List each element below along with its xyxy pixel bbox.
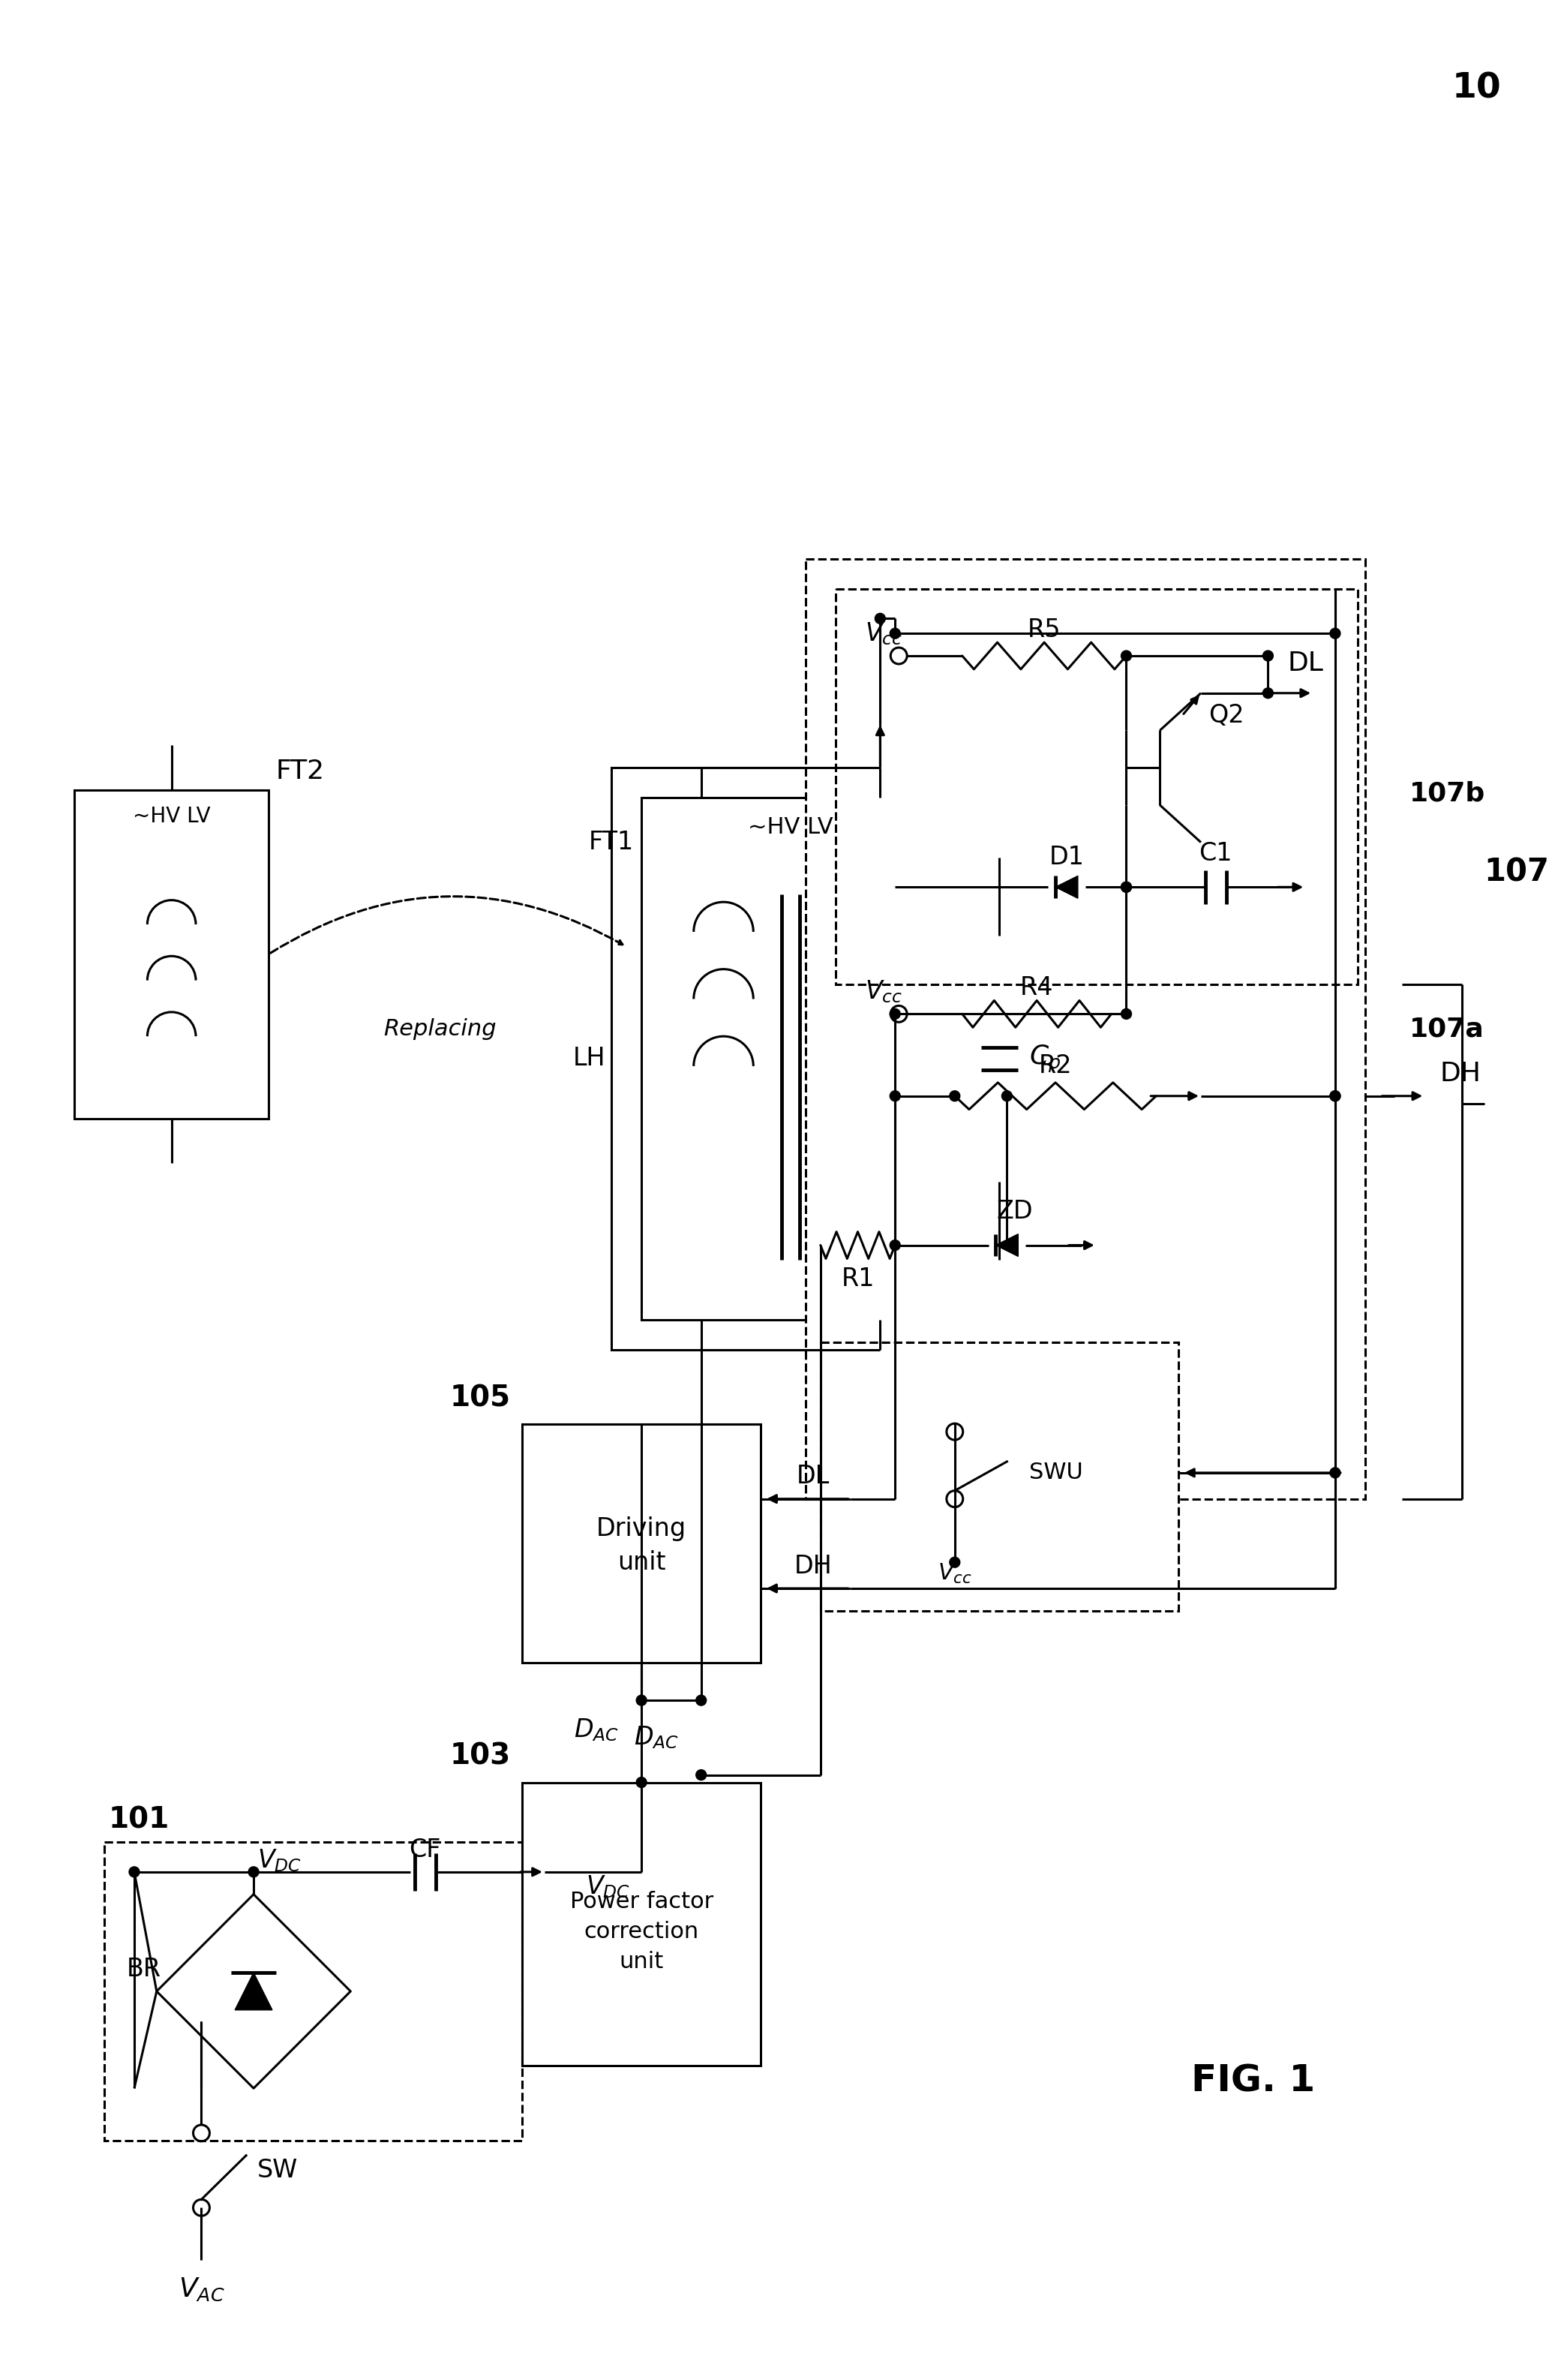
Circle shape bbox=[890, 1090, 901, 1102]
Circle shape bbox=[1121, 883, 1132, 892]
Bar bbox=[75, 790, 268, 1119]
Circle shape bbox=[874, 614, 885, 624]
Text: R5: R5 bbox=[1027, 616, 1061, 643]
Text: SW: SW bbox=[258, 2159, 298, 2182]
Circle shape bbox=[890, 628, 901, 638]
Bar bbox=[612, 769, 969, 1349]
Bar bbox=[521, 1423, 760, 1664]
Circle shape bbox=[696, 1695, 707, 1706]
Circle shape bbox=[890, 1240, 901, 1250]
Text: 105: 105 bbox=[450, 1383, 510, 1411]
Text: DL: DL bbox=[1288, 650, 1324, 676]
Text: $V_{AC}$: $V_{AC}$ bbox=[178, 2278, 225, 2304]
Text: Driving: Driving bbox=[596, 1516, 687, 1542]
Text: unit: unit bbox=[617, 1549, 665, 1576]
Circle shape bbox=[130, 1866, 139, 1878]
Text: $V_{cc}$: $V_{cc}$ bbox=[865, 621, 902, 647]
Text: 103: 103 bbox=[450, 1742, 510, 1771]
Text: 10: 10 bbox=[1452, 71, 1502, 105]
Circle shape bbox=[1002, 1090, 1012, 1102]
Text: 107b: 107b bbox=[1410, 781, 1486, 807]
Text: C1: C1 bbox=[1199, 840, 1233, 866]
Text: ~HV LV: ~HV LV bbox=[133, 807, 211, 826]
Circle shape bbox=[637, 1695, 646, 1706]
Text: SWU: SWU bbox=[1029, 1461, 1083, 1483]
Polygon shape bbox=[1055, 876, 1077, 897]
Text: 107: 107 bbox=[1485, 857, 1550, 888]
Text: Q2: Q2 bbox=[1208, 702, 1244, 728]
Text: FT2: FT2 bbox=[276, 759, 325, 783]
Text: $D_{AC}$: $D_{AC}$ bbox=[574, 1716, 620, 1742]
Text: $C_p$: $C_p$ bbox=[1029, 1042, 1061, 1073]
Text: $V_{cc}$: $V_{cc}$ bbox=[865, 978, 902, 1004]
Bar bbox=[105, 1842, 521, 2140]
Text: DL: DL bbox=[796, 1464, 829, 1490]
Bar bbox=[642, 797, 940, 1321]
Text: $V_{DC}$: $V_{DC}$ bbox=[258, 1847, 301, 1873]
Circle shape bbox=[1121, 650, 1132, 662]
Text: R2: R2 bbox=[1038, 1054, 1072, 1078]
Circle shape bbox=[890, 1009, 901, 1019]
Text: $D_{AC}$: $D_{AC}$ bbox=[634, 1725, 679, 1752]
Text: ~HV LV: ~HV LV bbox=[748, 816, 834, 838]
Circle shape bbox=[1121, 1009, 1132, 1019]
Bar bbox=[805, 559, 1364, 1499]
Text: D1: D1 bbox=[1049, 845, 1085, 869]
Text: ZD: ZD bbox=[996, 1200, 1033, 1223]
Circle shape bbox=[1330, 628, 1341, 638]
Bar bbox=[821, 1342, 1179, 1611]
Circle shape bbox=[696, 1771, 707, 1780]
Circle shape bbox=[1121, 883, 1132, 892]
Circle shape bbox=[949, 1090, 960, 1102]
Polygon shape bbox=[996, 1233, 1018, 1257]
Circle shape bbox=[1263, 650, 1274, 662]
Text: 101: 101 bbox=[108, 1806, 169, 1835]
Text: $V_{cc}$: $V_{cc}$ bbox=[938, 1561, 973, 1585]
Circle shape bbox=[1330, 1090, 1341, 1102]
Text: FT1: FT1 bbox=[588, 831, 634, 854]
Text: R4: R4 bbox=[1019, 976, 1054, 1000]
Text: correction: correction bbox=[584, 1921, 699, 1942]
Circle shape bbox=[637, 1778, 646, 1787]
Circle shape bbox=[1263, 688, 1274, 697]
Polygon shape bbox=[236, 1973, 272, 2011]
Text: Replacing: Replacing bbox=[384, 1019, 496, 1040]
Bar bbox=[835, 588, 1358, 983]
Circle shape bbox=[1330, 1090, 1341, 1102]
Text: FIG. 1: FIG. 1 bbox=[1191, 2063, 1314, 2099]
Text: Power factor: Power factor bbox=[570, 1890, 713, 1914]
Text: DH: DH bbox=[795, 1554, 832, 1578]
Text: R1: R1 bbox=[841, 1266, 874, 1292]
Text: CF: CF bbox=[409, 1837, 442, 1861]
Circle shape bbox=[248, 1866, 259, 1878]
Text: BR: BR bbox=[126, 1956, 161, 1980]
Circle shape bbox=[949, 1557, 960, 1568]
Text: LH: LH bbox=[573, 1047, 606, 1071]
Circle shape bbox=[1330, 1468, 1341, 1478]
Text: 107a: 107a bbox=[1410, 1016, 1485, 1042]
Text: $V_{DC}$: $V_{DC}$ bbox=[585, 1873, 631, 1899]
Text: unit: unit bbox=[620, 1952, 663, 1973]
Bar bbox=[521, 1783, 760, 2066]
Text: DH: DH bbox=[1439, 1061, 1481, 1085]
